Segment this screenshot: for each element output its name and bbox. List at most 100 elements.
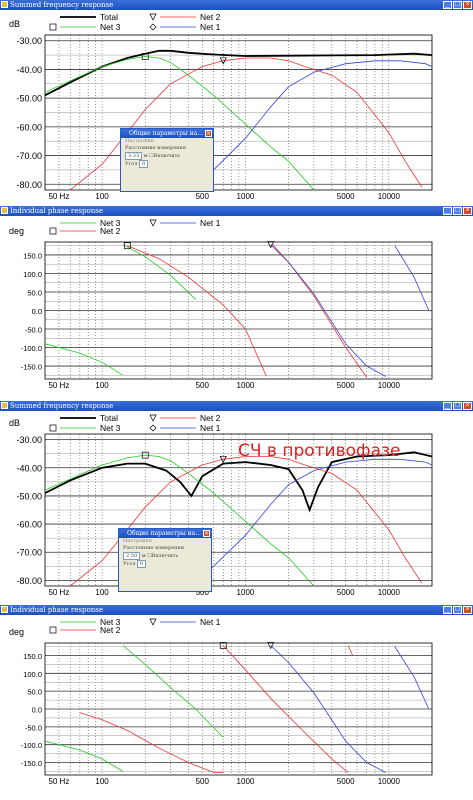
series-line-net-2 <box>69 456 423 586</box>
legend-label: Net 1 <box>200 22 221 32</box>
plot-frame <box>44 34 433 191</box>
distance-input[interactable]: 2.50 <box>123 552 141 560</box>
x-tick-label: 500 <box>196 192 210 201</box>
y-tick-label: -80.00 <box>16 576 42 586</box>
x-tick-label: 5000 <box>337 588 355 597</box>
parameters-dialog[interactable]: Общие параметры на... × Настройки Рассто… <box>118 528 212 592</box>
parameters-dialog[interactable]: Общие параметры на... × Настройки Рассто… <box>120 128 214 192</box>
distance-unit: м <box>143 153 148 159</box>
x-tick-label: 10000 <box>378 192 401 201</box>
antiphase-annotation: СЧ в противофазе <box>238 441 401 461</box>
legend-marker <box>149 219 157 227</box>
maximize-button[interactable]: □ <box>453 606 462 614</box>
y-tick-label: -70.00 <box>16 548 42 558</box>
enable-checkbox[interactable]: ☐ <box>149 153 154 159</box>
close-button[interactable]: × <box>463 402 472 410</box>
angle-select[interactable]: 0 <box>137 560 147 568</box>
curve-marker <box>219 57 227 65</box>
legend-label: Net 1 <box>200 617 221 627</box>
x-tick-label: 1000 <box>237 588 255 597</box>
angle-select[interactable]: 0 <box>139 160 149 168</box>
minimize-button[interactable]: _ <box>443 606 452 614</box>
dialog-menu[interactable]: Настройки <box>125 138 154 144</box>
x-tick-label: 50 Hz <box>48 381 69 390</box>
minimize-button[interactable]: _ <box>443 207 452 215</box>
y-tick-label: -70.00 <box>16 151 42 161</box>
legend-label: Net 2 <box>200 413 221 423</box>
x-tick-label: 1000 <box>237 192 255 201</box>
curve-marker <box>141 451 149 459</box>
y-tick-label: -40.00 <box>16 65 42 75</box>
legend-label: Net 3 <box>100 617 121 627</box>
legend-marker <box>149 618 157 626</box>
window-titlebar[interactable]: Individual phase response _ □ × <box>0 605 473 615</box>
dialog-close-icon[interactable]: × <box>203 530 210 537</box>
y-tick-label: -30.00 <box>16 435 42 445</box>
series-line-net-2 <box>79 712 224 773</box>
legend-marker <box>49 626 57 634</box>
close-button[interactable]: × <box>463 207 472 215</box>
window-icon <box>1 402 8 409</box>
window-title: Individual phase response <box>10 207 103 215</box>
maximize-button[interactable]: □ <box>453 402 462 410</box>
maximize-button[interactable]: □ <box>453 207 462 215</box>
curve-marker <box>123 242 131 250</box>
legend-marker <box>149 414 157 422</box>
y-tick-label: 0.0 <box>32 706 42 715</box>
minimize-button[interactable]: _ <box>443 402 452 410</box>
window-icon <box>1 207 8 214</box>
series-line-net-2 <box>272 244 367 378</box>
series-line-net-3 <box>122 645 224 738</box>
dialog-menu[interactable]: Настройки <box>123 538 152 544</box>
x-tick-label: 100 <box>95 588 109 597</box>
distance-input[interactable]: 3.33 <box>125 152 143 160</box>
y-tick-label: 0.0 <box>32 307 42 316</box>
enable-checkbox[interactable]: ☐ <box>147 553 152 559</box>
close-button[interactable]: × <box>463 1 472 9</box>
x-tick-label: 5000 <box>337 192 355 201</box>
y-tick-label: -50.00 <box>16 491 42 501</box>
series-line-total <box>45 451 432 513</box>
phase-chart: -150.0 -100.0 -50.0 0.0 50.0 100.0 150.0 50 Hz 1… <box>0 216 473 401</box>
close-button[interactable]: × <box>463 606 472 614</box>
window-titlebar[interactable]: Summed frequency response _ □ × <box>0 0 473 10</box>
curve-marker <box>219 455 227 464</box>
y-tick-label: 50.0 <box>27 688 42 697</box>
legend-label: Net 3 <box>100 423 121 433</box>
series-line-net-2 <box>127 245 267 377</box>
plot-frame <box>44 642 433 776</box>
window-titlebar[interactable]: Individual phase response _ □ × <box>0 206 473 216</box>
series-line-net-1 <box>188 458 432 586</box>
enable-label: Включить <box>153 153 181 159</box>
x-tick-label: 500 <box>196 381 210 390</box>
x-tick-label: 1000 <box>237 381 255 390</box>
y-tick-label: -150.0 <box>21 363 42 372</box>
series-line-net-3 <box>45 454 315 586</box>
y-tick-label: 150.0 <box>23 652 42 661</box>
x-tick-label: 1000 <box>237 777 255 786</box>
maximize-button[interactable]: □ <box>453 1 462 9</box>
y-tick-label: -60.00 <box>16 520 42 530</box>
series-line-net-2 <box>222 645 349 773</box>
window-titlebar[interactable]: Summed frequency response _ □ × <box>0 401 473 411</box>
series-line-net-1 <box>188 60 432 190</box>
chart-background <box>0 216 473 401</box>
dialog-close-icon[interactable]: × <box>205 130 212 137</box>
x-tick-label: 10000 <box>378 777 401 786</box>
legend-marker <box>49 227 57 235</box>
legend-marker <box>149 424 157 432</box>
series-line-net-2 <box>347 645 354 656</box>
legend-marker <box>49 424 57 432</box>
minimize-button[interactable]: _ <box>443 1 452 9</box>
legend-label: Net 3 <box>100 218 121 228</box>
frequency-chart: -80.00 -70.00 -60.00 -50.00 -40.00 -30.00 50 H… <box>0 10 473 206</box>
curve-marker <box>141 53 149 60</box>
plot-frame <box>44 241 433 380</box>
legend-label: Net 2 <box>100 226 121 236</box>
x-tick-label: 100 <box>95 381 109 390</box>
series-line-net-3 <box>45 56 315 190</box>
phase-response-panel-1: Individual phase response _ □ × -150.0 -1… <box>0 206 473 401</box>
plot-frame <box>44 433 433 587</box>
y-tick-label: 100.0 <box>23 670 42 679</box>
distance-label: Расстояние измерения <box>123 545 184 551</box>
